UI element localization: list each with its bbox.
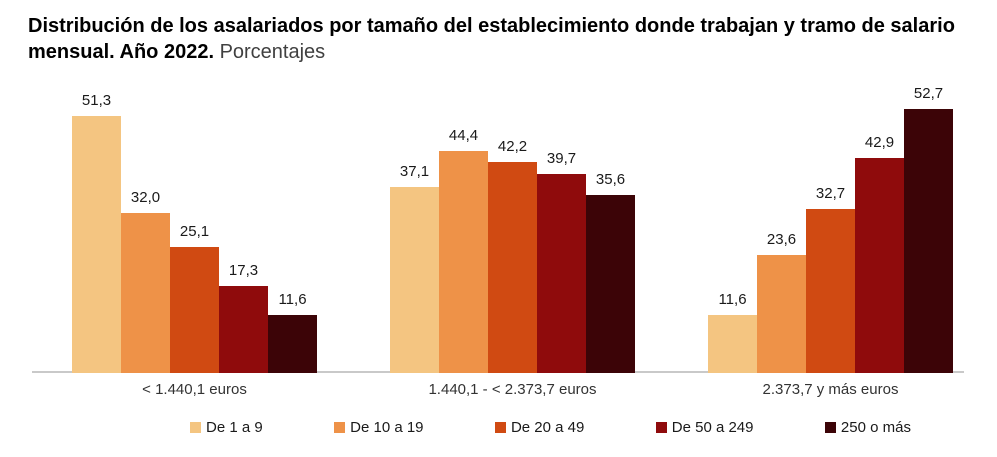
bar-column: 51,3 bbox=[72, 92, 121, 373]
bar bbox=[121, 212, 170, 373]
bar bbox=[219, 285, 268, 373]
bar-column: 32,7 bbox=[806, 185, 855, 373]
bar-column: 11,6 bbox=[708, 291, 757, 373]
legend-swatch bbox=[655, 421, 667, 433]
bar-column: 32,0 bbox=[121, 189, 170, 373]
bar bbox=[708, 314, 757, 373]
legend-swatch bbox=[494, 421, 506, 433]
bar-group: 11,6 23,6 32,7 42,9 52,7 bbox=[708, 85, 953, 373]
bar-value-label: 11,6 bbox=[278, 290, 307, 308]
bar-value-label: 11,6 bbox=[718, 290, 747, 308]
bar-value-label: 39,7 bbox=[546, 149, 577, 167]
legend-swatch bbox=[190, 421, 201, 433]
bar-group: 37,1 44,4 42,2 39,7 35,6 bbox=[390, 85, 635, 373]
legend-swatch bbox=[824, 421, 836, 433]
bar-value-label: 25,1 bbox=[179, 222, 210, 240]
legend-label: De 20 a 49 bbox=[510, 418, 585, 436]
category-label: < 1.440,1 euros bbox=[142, 380, 247, 398]
category-label: 1.440,1 - < 2.373,7 euros bbox=[428, 380, 597, 398]
bar-value-label: 42,9 bbox=[864, 133, 895, 151]
chart-title: Distribución de los asalariados por tama… bbox=[28, 15, 955, 64]
bar bbox=[439, 150, 488, 373]
page-title: Distribución de los asalariados por tama… bbox=[0, 0, 997, 66]
bar-column: 23,6 bbox=[757, 231, 806, 373]
bar-value-label: 32,0 bbox=[130, 188, 161, 206]
legend-item: De 50 a 249 bbox=[655, 418, 754, 436]
category-labels-row: < 1.440,1 euros 1.440,1 - < 2.373,7 euros… bbox=[0, 381, 997, 398]
bar-column: 11,6 bbox=[268, 291, 317, 373]
bar-value-label: 23,6 bbox=[766, 230, 797, 248]
bar-value-label: 17,3 bbox=[228, 261, 259, 279]
bar-column: 39,7 bbox=[537, 150, 586, 373]
bar-value-label: 44,4 bbox=[448, 126, 479, 144]
bar bbox=[855, 157, 904, 373]
legend-swatch bbox=[334, 421, 346, 433]
legend-item: De 20 a 49 bbox=[494, 418, 585, 436]
chart-plot-area: 51,3 32,0 25,1 17,3 11,6 37,1 44,4 42,2 39,7 35,6… bbox=[0, 85, 997, 373]
bar-value-label: 32,7 bbox=[815, 184, 846, 202]
bar-column: 44,4 bbox=[439, 127, 488, 373]
bar bbox=[806, 208, 855, 373]
bar-value-label: 42,2 bbox=[497, 137, 528, 155]
bar bbox=[488, 161, 537, 373]
bar-column: 37,1 bbox=[390, 163, 439, 373]
bar-column: 42,2 bbox=[488, 138, 537, 373]
legend-label: 250 o más bbox=[840, 418, 911, 436]
legend-label: De 50 a 249 bbox=[671, 418, 754, 436]
bar-value-label: 51,3 bbox=[81, 91, 112, 109]
bar-column: 35,6 bbox=[586, 171, 635, 373]
bar-column: 25,1 bbox=[170, 223, 219, 373]
category-label: 2.373,7 y más euros bbox=[762, 380, 899, 398]
legend-item: De 10 a 19 bbox=[334, 418, 424, 436]
legend-item: De 1 a 9 bbox=[190, 419, 263, 436]
bar bbox=[268, 314, 317, 373]
chart-subtitle: Porcentajes bbox=[219, 41, 326, 64]
bar-column: 42,9 bbox=[855, 134, 904, 373]
bar-group: 51,3 32,0 25,1 17,3 11,6 bbox=[72, 85, 317, 373]
bar-value-label: 37,1 bbox=[399, 162, 430, 180]
bar bbox=[586, 194, 635, 373]
legend-label: De 1 a 9 bbox=[206, 418, 263, 436]
bar-column: 52,7 bbox=[904, 85, 953, 373]
legend-item: 250 o más bbox=[824, 418, 911, 436]
bar bbox=[904, 108, 953, 373]
bar-value-label: 52,7 bbox=[913, 84, 944, 102]
bar bbox=[390, 186, 439, 373]
legend-label: De 10 a 19 bbox=[350, 418, 424, 436]
bar bbox=[72, 115, 121, 373]
bar-column: 17,3 bbox=[219, 262, 268, 373]
bar bbox=[537, 173, 586, 373]
bar-groups-row: 51,3 32,0 25,1 17,3 11,6 37,1 44,4 42,2 39,7 35,6… bbox=[0, 85, 997, 373]
chart-legend: De 1 a 9 De 10 a 19 De 20 a 49 De 50 a 249 2… bbox=[0, 419, 997, 436]
bar-value-label: 35,6 bbox=[595, 170, 626, 188]
bar bbox=[170, 246, 219, 373]
bar bbox=[757, 254, 806, 373]
